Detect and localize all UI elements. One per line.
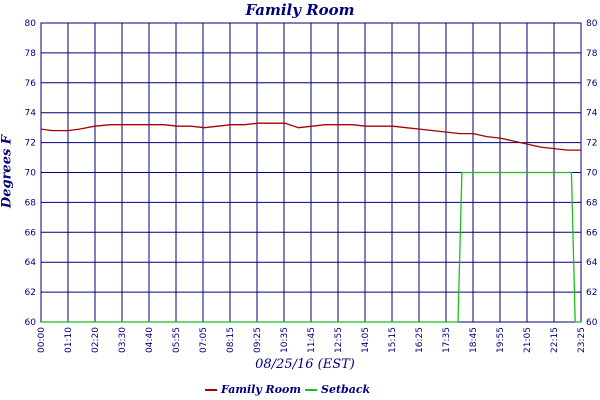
x-tick-label: 01:10	[64, 327, 74, 353]
x-tick-label: 22:15	[550, 327, 560, 353]
y-tick-label-left: 64	[25, 258, 37, 268]
x-tick-label: 19:55	[496, 327, 506, 353]
y-tick-label-left: 68	[25, 198, 37, 208]
y-tick-label-left: 74	[25, 109, 37, 119]
y-tick-label-left: 76	[25, 79, 37, 89]
legend-item-setback: Setback	[305, 383, 370, 396]
legend-label-family-room: Family Room	[221, 383, 302, 396]
x-tick-label: 09:25	[253, 327, 263, 353]
y-tick-label-right: 78	[586, 49, 598, 59]
x-axis-label: 08/25/16 (EST)	[255, 357, 355, 372]
series-line-family-room	[40, 122, 581, 151]
y-tick-label-right: 70	[586, 169, 598, 179]
x-tick-label: 12:55	[334, 327, 344, 353]
x-tick-label: 03:30	[118, 327, 128, 353]
chart-title: Family Room	[245, 1, 355, 19]
legend-label-setback: Setback	[321, 383, 371, 396]
x-tick-label: 14:05	[361, 327, 371, 353]
x-tick-label: 17:35	[442, 327, 452, 353]
y-tick-label-right: 68	[586, 198, 598, 208]
y-tick-label-right: 66	[586, 228, 598, 238]
y-tick-label-left: 72	[25, 139, 36, 149]
x-tick-label: 16:25	[415, 327, 425, 353]
x-tick-label: 07:05	[199, 327, 209, 353]
y-tick-label-right: 76	[586, 79, 598, 89]
x-tick-label: 04:40	[145, 327, 155, 353]
y-tick-label-right: 62	[586, 288, 597, 298]
x-tick-label: 00:00	[37, 327, 47, 353]
y-tick-label-left: 70	[25, 169, 37, 179]
x-tick-label: 21:05	[523, 327, 533, 353]
x-tick-label: 10:35	[280, 327, 290, 353]
x-tick-label: 18:45	[469, 327, 479, 353]
y-tick-label-right: 60	[586, 318, 598, 328]
x-tick-label: 08:15	[226, 327, 236, 353]
legend-swatch-family-room	[205, 388, 217, 391]
series-line-setback	[41, 171, 581, 323]
legend: Family Room Setback	[0, 383, 600, 397]
y-tick-label-left: 62	[25, 288, 36, 298]
x-tick-label: 15:15	[388, 327, 398, 353]
legend-swatch-setback	[305, 388, 317, 391]
y-tick-label-left: 80	[25, 19, 37, 29]
y-tick-label-left: 60	[25, 318, 37, 328]
y-tick-label-right: 74	[586, 109, 598, 119]
y-tick-label-right: 64	[586, 258, 598, 268]
y-tick-label-left: 66	[25, 228, 37, 238]
y-tick-label-left: 78	[25, 49, 37, 59]
y-tick-label-right: 80	[586, 19, 598, 29]
y-tick-label-right: 72	[586, 139, 597, 149]
x-tick-label: 11:45	[307, 327, 317, 353]
x-tick-label: 05:55	[172, 327, 182, 353]
legend-item-family-room: Family Room	[205, 383, 301, 396]
x-tick-label: 02:20	[91, 327, 101, 353]
x-tick-label: 23:25	[577, 327, 587, 353]
